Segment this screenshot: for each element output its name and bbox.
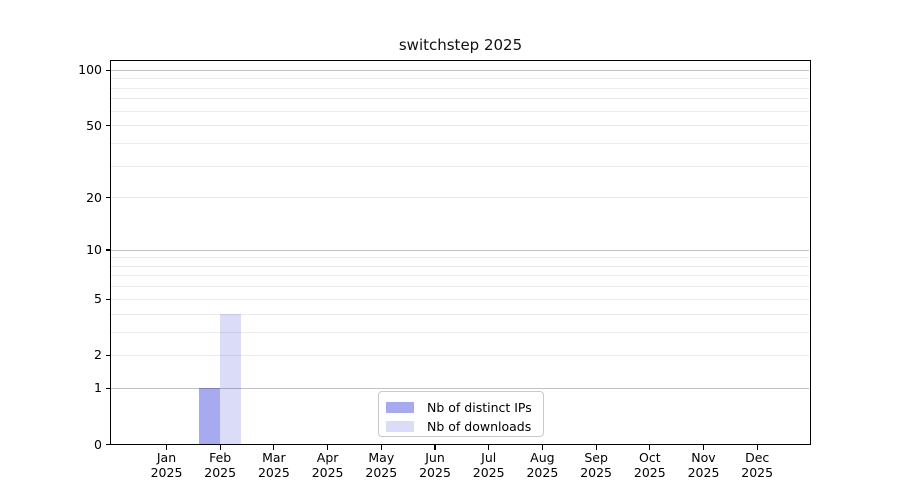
legend-label-distinct-ips: Nb of distinct IPs bbox=[427, 399, 532, 415]
gridline-minor bbox=[111, 286, 809, 288]
x-tick-label-month: Feb bbox=[209, 450, 232, 465]
x-tick-label-year: 2025 bbox=[311, 465, 344, 480]
y-tick-label: 5 bbox=[94, 291, 102, 307]
x-tick bbox=[595, 445, 597, 450]
y-tick bbox=[106, 354, 111, 356]
x-tick-label-month: May bbox=[368, 450, 395, 465]
x-tick-label-month: Jun bbox=[425, 450, 445, 465]
bar-distinct-ips bbox=[199, 388, 221, 445]
x-tick-label-month: Apr bbox=[316, 450, 339, 465]
gridline-minor bbox=[111, 165, 809, 167]
x-tick-label-year: 2025 bbox=[150, 465, 183, 480]
x-tick-label: Apr 2025 bbox=[300, 450, 356, 480]
gridline-minor bbox=[111, 275, 809, 277]
x-tick-label-year: 2025 bbox=[526, 465, 559, 480]
y-tick bbox=[106, 249, 111, 251]
y-tick-label: 100 bbox=[78, 62, 102, 78]
y-tick bbox=[106, 69, 111, 71]
x-tick-label-year: 2025 bbox=[365, 465, 398, 480]
gridline-major bbox=[111, 249, 809, 251]
x-tick-label-month: Nov bbox=[691, 450, 716, 465]
gridline-minor bbox=[111, 298, 809, 300]
x-tick bbox=[219, 445, 221, 450]
gridline-minor bbox=[111, 125, 809, 127]
x-tick-label: Jun 2025 bbox=[407, 450, 463, 480]
legend-label-downloads: Nb of downloads bbox=[427, 418, 532, 434]
y-tick bbox=[106, 387, 111, 389]
gridline-minor bbox=[111, 265, 809, 267]
y-tick-label: 2 bbox=[94, 347, 102, 363]
y-tick bbox=[106, 125, 111, 127]
x-tick-label: Nov 2025 bbox=[676, 450, 732, 480]
legend-swatch-downloads bbox=[386, 420, 414, 432]
x-tick-label: Jan 2025 bbox=[139, 450, 195, 480]
legend-entry-distinct-ips: Nb of distinct IPs bbox=[379, 399, 543, 415]
x-tick bbox=[165, 445, 168, 450]
gridline-major bbox=[111, 387, 809, 389]
gridline-minor bbox=[111, 313, 809, 315]
gridline-minor bbox=[111, 142, 809, 144]
x-tick-label: Aug 2025 bbox=[514, 450, 570, 480]
x-tick-label-month: Jan bbox=[156, 450, 177, 465]
x-tick bbox=[273, 445, 275, 450]
gridline-minor bbox=[111, 354, 809, 356]
x-tick-label-year: 2025 bbox=[687, 465, 720, 480]
y-tick bbox=[106, 443, 111, 446]
x-tick-label-month: Oct bbox=[638, 450, 661, 465]
x-tick-label: Feb 2025 bbox=[192, 450, 248, 480]
x-tick bbox=[327, 445, 329, 450]
x-tick-label-month: Jul bbox=[481, 450, 497, 465]
x-tick bbox=[380, 445, 382, 450]
legend: Nb of distinct IPs Nb of downloads bbox=[378, 391, 544, 437]
legend-swatch-distinct-ips bbox=[386, 401, 414, 413]
gridline-minor bbox=[111, 98, 809, 100]
x-tick-label-year: 2025 bbox=[257, 465, 290, 480]
y-tick-label: 1 bbox=[94, 380, 102, 396]
gridline-minor bbox=[111, 87, 809, 89]
y-tick bbox=[106, 298, 111, 300]
x-tick bbox=[434, 445, 436, 450]
chart-title: switchstep 2025 bbox=[398, 36, 523, 54]
x-tick-label: Oct 2025 bbox=[622, 450, 678, 480]
x-tick bbox=[756, 445, 758, 450]
x-tick-label-year: 2025 bbox=[741, 465, 774, 480]
gridline-minor bbox=[111, 197, 809, 199]
legend-entry-downloads: Nb of downloads bbox=[379, 418, 543, 434]
x-tick-label-month: Dec bbox=[745, 450, 770, 465]
y-tick-label: 20 bbox=[86, 189, 102, 205]
bar-downloads bbox=[220, 314, 242, 445]
x-tick-label: May 2025 bbox=[353, 450, 409, 480]
x-tick-label-month: Mar bbox=[262, 450, 286, 465]
x-tick-label: Dec 2025 bbox=[729, 450, 785, 480]
x-tick-label-year: 2025 bbox=[204, 465, 237, 480]
x-tick bbox=[541, 445, 543, 450]
y-tick bbox=[106, 197, 111, 199]
y-tick-label: 10 bbox=[86, 242, 102, 258]
y-tick-label: 50 bbox=[86, 117, 102, 133]
gridline-major bbox=[111, 69, 809, 71]
x-tick bbox=[488, 445, 490, 450]
x-tick-label: Jul 2025 bbox=[461, 450, 517, 480]
x-tick bbox=[702, 445, 705, 450]
x-tick bbox=[649, 445, 651, 450]
x-tick-label-year: 2025 bbox=[580, 465, 612, 480]
gridline-minor bbox=[111, 78, 809, 80]
x-tick-label: Sep 2025 bbox=[568, 450, 624, 480]
gridline-minor bbox=[111, 257, 809, 259]
x-tick-label: Mar 2025 bbox=[246, 450, 302, 480]
gridline-minor bbox=[111, 331, 809, 333]
x-tick-label-month: Aug bbox=[530, 450, 555, 465]
y-tick-label: 0 bbox=[94, 436, 102, 452]
x-tick-label-year: 2025 bbox=[419, 465, 451, 480]
x-tick-label-month: Sep bbox=[584, 450, 608, 465]
x-tick-label-year: 2025 bbox=[472, 465, 505, 480]
gridline-minor bbox=[111, 110, 809, 112]
x-tick-label-year: 2025 bbox=[633, 465, 666, 480]
